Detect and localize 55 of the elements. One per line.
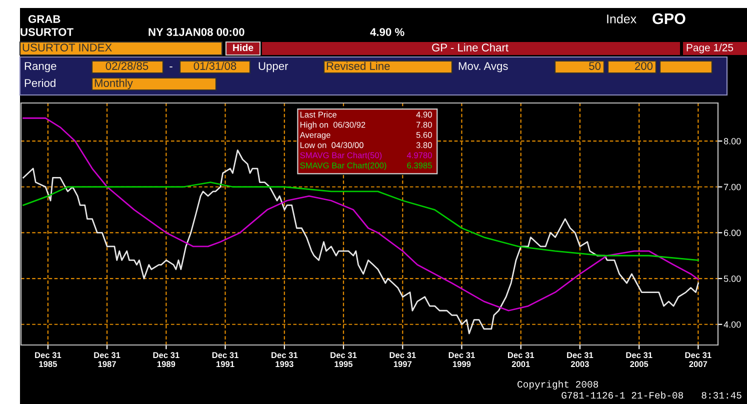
x-tick-label: Dec 31 1999 [448, 352, 475, 368]
x-tick-label: Dec 31 1989 [153, 352, 180, 368]
x-tick-label: Dec 31 2001 [508, 352, 534, 368]
annotation: 6.3985 [407, 162, 432, 168]
annotation: 7.80 [416, 122, 432, 128]
text: 200 [635, 62, 653, 70]
text: GRAB [28, 15, 60, 23]
x-tick-label: Dec 31 1993 [272, 352, 298, 368]
x-tick-label: Dec 31 1985 [35, 352, 62, 368]
text: Page 1/25 [686, 44, 734, 54]
x-tick-label: Dec 31 1987 [94, 352, 120, 368]
text: Copyright 2008 [518, 380, 598, 390]
line-series [22, 182, 699, 261]
y-tick-label: 7.00 [724, 184, 741, 190]
text: Index [607, 14, 636, 24]
text: NY 31JAN08 00:00 [148, 28, 244, 36]
text: 02/28/85 [106, 62, 148, 70]
text: - [170, 66, 172, 68]
x-tick-label: Dec 31 2007 [685, 352, 712, 368]
annotation: Low on 04/30/00 [300, 142, 364, 148]
text: 50 [589, 62, 601, 70]
text: SMAVG Bar Chart(200) [300, 162, 386, 170]
line-series [22, 117, 699, 312]
line-series [22, 150, 699, 334]
text: Revised Line [326, 62, 390, 70]
text: Monthly [94, 78, 133, 90]
text: Range [24, 62, 56, 72]
text: Period [24, 78, 56, 87]
y-tick-label: 8.00 [724, 138, 741, 144]
text: 4.90 % [370, 28, 404, 36]
chart-title: GP - Line Chart [432, 43, 508, 52]
text: GPO [652, 13, 686, 24]
y-tick-label: 6.00 [724, 230, 741, 236]
annotation: High on 06/30/92 [300, 122, 366, 130]
y-tick-label: 5.00 [724, 276, 741, 282]
annotation: 3.80 [416, 142, 432, 148]
annotation: 4.90 [416, 112, 432, 118]
text: 01/31/08 [194, 62, 236, 70]
text: SMAVG Bar Chart(50) [300, 152, 382, 160]
x-tick-label: Dec 31 2005 [626, 352, 652, 368]
x-tick-label: Dec 31 1995 [330, 352, 357, 368]
annotation: 5.60 [416, 132, 432, 138]
x-tick-label: Dec 31 1997 [390, 352, 416, 368]
x-tick-label: Dec 31 1991 [212, 352, 238, 368]
text: Upper [258, 62, 288, 72]
text: Mov. Avgs [458, 62, 508, 72]
text: USURTOT INDEX [22, 44, 112, 52]
annotation: 4.9780 [406, 152, 432, 158]
text: G781-1126-1 21-Feb-08 8:31:45 [562, 391, 742, 399]
text: USURTOT [20, 28, 74, 36]
y-tick-label: 4.00 [724, 321, 741, 328]
text: Last Price [300, 111, 336, 118]
x-tick-label: Dec 31 2003 [567, 352, 594, 368]
annotation: Average [300, 132, 330, 140]
text: Hide [233, 44, 254, 52]
